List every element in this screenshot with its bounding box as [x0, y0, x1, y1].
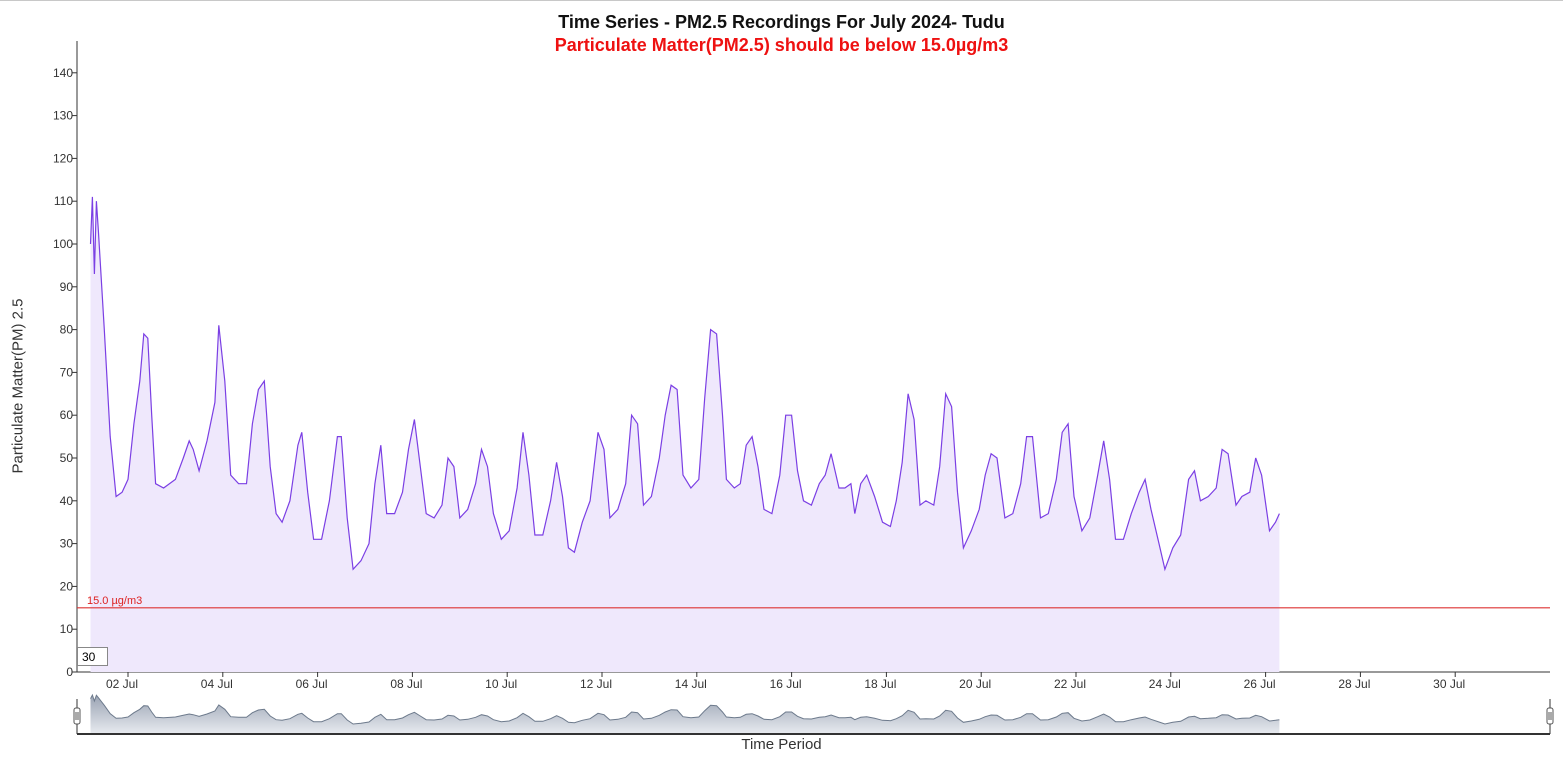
x-tick-label: 06 Jul [296, 677, 328, 691]
y-tick-label: 70 [60, 365, 74, 379]
y-tick-label: 120 [53, 151, 73, 165]
rolling-window-input[interactable]: 30 [77, 647, 108, 666]
brush-handle-left[interactable] [73, 707, 81, 725]
chart-title: Time Series - PM2.5 Recordings For July … [558, 12, 1005, 32]
x-tick-label: 02 Jul [106, 677, 138, 691]
y-tick-label: 140 [53, 66, 73, 80]
x-tick-label: 26 Jul [1244, 677, 1276, 691]
chart-subtitle: Particulate Matter(PM2.5) should be belo… [554, 35, 1009, 55]
brush-handle-right[interactable] [1546, 707, 1554, 725]
x-axis-label: Time Period [741, 736, 822, 753]
x-tick-label: 28 Jul [1338, 677, 1370, 691]
x-tick-label: 18 Jul [864, 677, 896, 691]
x-tick-label: 30 Jul [1433, 677, 1465, 691]
y-tick-label: 110 [54, 194, 73, 208]
pm25-series-line[interactable] [89, 196, 1280, 572]
x-tick-label: 12 Jul [580, 677, 612, 691]
x-tick-label: 24 Jul [1149, 677, 1181, 691]
x-tick-label: 08 Jul [390, 677, 422, 691]
x-tick-label: 16 Jul [770, 677, 802, 691]
x-tick-label: 20 Jul [959, 677, 991, 691]
time-brush[interactable] [73, 693, 1554, 735]
y-tick-label: 50 [60, 451, 74, 465]
threshold-label: 15.0 µg/m3 [87, 595, 142, 607]
y-tick-label: 10 [60, 622, 74, 636]
y-tick-label: 0 [66, 665, 73, 679]
y-tick-label: 20 [60, 579, 74, 593]
y-tick-label: 100 [53, 237, 73, 251]
pm25-area-fill [90, 196, 1280, 672]
y-tick-label: 30 [60, 537, 74, 551]
x-tick-label: 14 Jul [675, 677, 707, 691]
brush-series-line [90, 693, 1280, 725]
y-tick-label: 40 [60, 494, 74, 508]
x-tick-label: 22 Jul [1054, 677, 1086, 691]
y-tick-label: 60 [60, 408, 74, 422]
x-tick-label: 10 Jul [485, 677, 517, 691]
y-tick-label: 90 [60, 280, 74, 294]
y-tick-label: 130 [53, 109, 73, 123]
plot-layer: 0 10 20 30 40 50 60 70 80 90 100 110 120 130 140 02 Jul… [53, 41, 1550, 691]
y-tick-label: 80 [60, 323, 74, 337]
brush-area-fill [90, 695, 1280, 734]
x-tick-label: 04 Jul [201, 677, 233, 691]
